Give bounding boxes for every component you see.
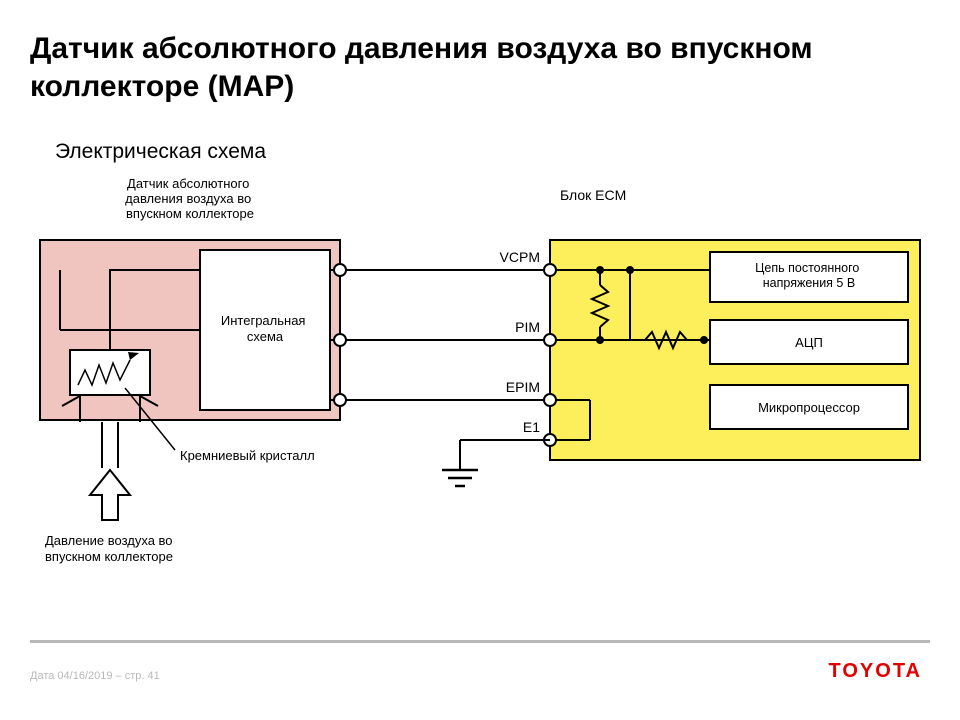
pressure-label: Давление воздуха во впускном коллекторе [45,533,176,564]
ecm-adc-label: АЦП [795,335,823,350]
label-e1: E1 [523,419,540,435]
crystal-label: Кремниевый кристалл [180,448,315,463]
schematic-diagram: Датчик абсолютного давления воздуха во в… [30,170,930,610]
sensor-label: Датчик абсолютного давления воздуха во в… [125,176,255,221]
label-pim: PIM [515,319,540,335]
ecm-mcu-label: Микропроцессор [758,400,860,415]
pressure-arrow-icon [90,470,130,520]
footer-text: Дата 04/16/2019 – стр. 41 [30,670,160,682]
slide-subtitle: Электрическая схема [55,140,266,164]
ecm-label: Блок ECM [560,187,626,203]
label-vcpm: VCPM [500,249,540,265]
ecm-const5v-label: Цепь постоянного напряжения 5 В [755,261,863,290]
label-epim: EPIM [506,379,540,395]
footer-rule [30,640,930,643]
slide-title: Датчик абсолютного давления воздуха во в… [30,30,930,105]
toyota-logo: TOYOTA [829,660,922,683]
